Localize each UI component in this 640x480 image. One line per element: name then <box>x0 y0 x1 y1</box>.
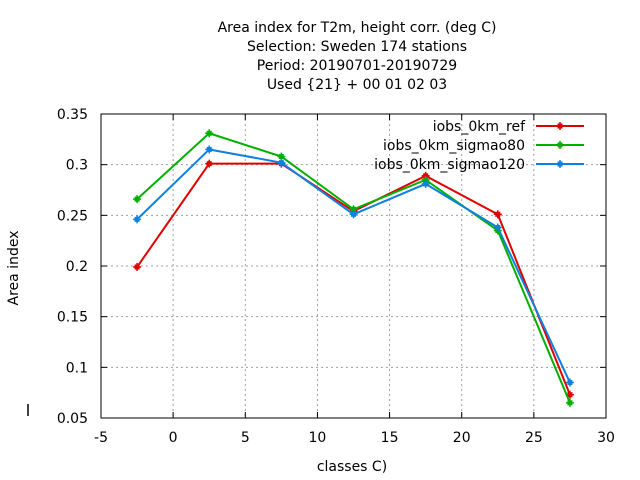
y-tick-label: 0.05 <box>57 411 88 427</box>
x-tick-label: 0 <box>169 430 178 446</box>
title-line: Period: 20190701-20190729 <box>257 58 457 74</box>
data-point <box>565 398 574 407</box>
legend: iobs_0km_ref iobs_0km_sigmao80 iobs_0km_si… <box>374 119 584 173</box>
data-point <box>277 158 286 167</box>
chart-title: Area index for T2m, height corr. (deg C)… <box>218 20 497 93</box>
legend-entry-label: iobs_0km_sigmao80 <box>383 138 525 154</box>
data-point <box>421 179 430 188</box>
legend-marker <box>556 122 564 130</box>
y-tick-label: 0.3 <box>66 158 88 174</box>
series-iobs_0km_ref <box>133 159 574 399</box>
series <box>133 129 574 407</box>
legend-marker <box>556 141 564 149</box>
x-tick-label: -5 <box>94 430 108 446</box>
data-point <box>493 223 502 232</box>
y-tick-label: 0.25 <box>57 208 88 224</box>
data-point <box>493 210 502 219</box>
data-point <box>133 263 142 272</box>
y-tick-label: 0.2 <box>66 259 88 275</box>
x-tick-label: 30 <box>597 430 615 446</box>
series-line <box>136 162 571 396</box>
data-point <box>133 215 142 224</box>
grid <box>101 114 606 418</box>
y-tick-label: 0.1 <box>66 360 88 376</box>
data-point <box>205 129 214 138</box>
data-point <box>205 145 214 154</box>
x-tick-label: 5 <box>241 430 250 446</box>
y-axis-label: Area index <box>6 231 22 306</box>
x-tick-label: 20 <box>453 430 471 446</box>
title-line: Selection: Sweden 174 stations <box>247 39 467 55</box>
legend-entry-label: iobs_0km_sigmao120 <box>374 157 525 173</box>
axis-ticks: -5 0 5 10 15 20 25 30 0.05 0.1 0.15 0.2 0.25 0.3 0.35 <box>57 107 615 446</box>
title-line: Area index for T2m, height corr. (deg C) <box>218 20 497 36</box>
legend-marker <box>556 160 564 168</box>
data-point <box>565 378 574 387</box>
title-line: Used {21} + 00 01 02 03 <box>267 77 447 93</box>
x-axis-label: classes C) <box>317 459 387 475</box>
legend-entry-label: iobs_0km_ref <box>433 119 526 135</box>
data-point <box>133 195 142 204</box>
x-tick-label: 15 <box>381 430 399 446</box>
series-iobs_0km_sigmao120 <box>133 145 574 387</box>
y-tick-label: 0.35 <box>57 107 88 123</box>
x-tick-label: 10 <box>309 430 327 446</box>
data-point <box>205 159 214 168</box>
data-point <box>349 210 358 219</box>
x-tick-label: 25 <box>525 430 543 446</box>
y-tick-label: 0.15 <box>57 310 88 326</box>
